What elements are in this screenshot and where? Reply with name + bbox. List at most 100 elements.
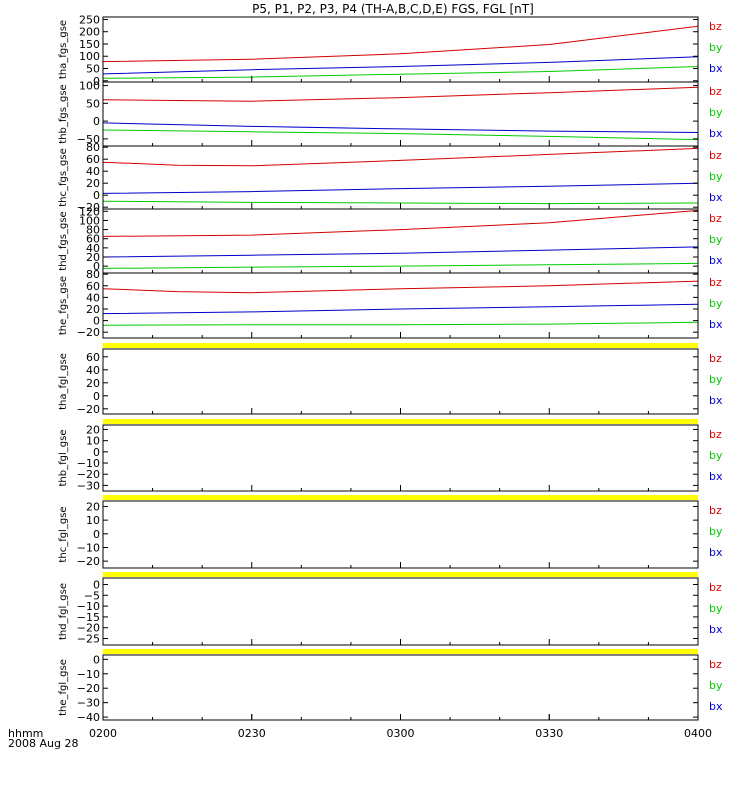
x-tick-label: 0230 [238, 727, 266, 740]
panel-frame [102, 654, 699, 721]
y-tick-label: −20 [77, 326, 100, 339]
y-tick-label: −20 [77, 682, 100, 695]
chart-title: P5, P1, P2, P3, P4 (TH-A,B,C,D,E) FGS, F… [252, 2, 534, 16]
y-tick-label: 80 [86, 141, 100, 154]
y-tick-label: 0 [93, 446, 100, 459]
x-tick-label: 0300 [387, 727, 415, 740]
y-tick-label: 20 [86, 500, 100, 513]
panel-frame [102, 424, 699, 492]
flag-bar [103, 649, 698, 654]
legend-bx: bx [709, 470, 723, 483]
y-tick-label: 120 [79, 205, 100, 218]
series-line-bz [102, 147, 699, 167]
y-tick-label: 20 [86, 303, 100, 316]
y-axis-label: thd_fgl_gse [58, 583, 69, 640]
y-tick-label: 100 [79, 214, 100, 227]
panel-frame [102, 81, 699, 147]
y-tick-label: 100 [79, 80, 100, 93]
y-tick-label: −20 [77, 555, 100, 568]
series-line-by [102, 262, 699, 269]
legend-by: by [709, 106, 723, 119]
legend-by: by [709, 449, 723, 462]
legend-bz: bz [709, 504, 722, 517]
y-tick-label: −25 [77, 633, 100, 646]
legend-bz: bz [709, 20, 722, 33]
y-tick-label: 100 [79, 50, 100, 63]
legend-bx: bx [709, 254, 723, 267]
legend-bz: bz [709, 428, 722, 441]
y-axis-label: the_fgs_gse [58, 276, 69, 335]
x-tick-label: 0200 [89, 727, 117, 740]
y-tick-label: 20 [86, 251, 100, 264]
panel-the-fgl-gse: 0 −10−20 −30−40 the_fgl_gse bz by bx [58, 649, 723, 724]
y-tick-label: 40 [86, 242, 100, 255]
y-tick-label: 0 [93, 390, 100, 403]
panel-frame [102, 500, 699, 569]
y-tick-label: 60 [86, 233, 100, 246]
y-tick-label: 40 [86, 364, 100, 377]
flag-bar [103, 419, 698, 424]
y-axis-label: thb_fgs_gse [58, 84, 69, 143]
y-tick-label: 0 [93, 115, 100, 128]
y-tick-label: 0 [93, 578, 100, 591]
flag-bar [103, 572, 698, 577]
y-tick-label: −10 [77, 541, 100, 554]
panel-frame [102, 16, 699, 83]
y-tick-label: 0 [93, 315, 100, 328]
series-line-bx [102, 182, 699, 194]
panel-thd-fgl-gse: 0−5−10−15−20−25 thd_fgl_gse bz by bx [58, 572, 723, 646]
y-axis-label: tha_fgl_gse [58, 353, 69, 410]
legend-bx: bx [709, 318, 723, 331]
y-axis-label: thc_fgl_gse [58, 506, 69, 562]
legend-bz: bz [709, 276, 722, 289]
y-tick-label: −40 [77, 711, 100, 724]
y-tick-label: −50 [77, 133, 100, 146]
legend-by: by [709, 170, 723, 183]
legend-bx: bx [709, 546, 723, 559]
legend-bx: bx [709, 127, 723, 140]
series-line-bx [102, 56, 699, 75]
panel-thb-fgs-gse: 100 50 0 −50 thb_fgs_gse bz by bx [58, 80, 723, 147]
y-tick-label: 10 [86, 514, 100, 527]
panel-frame [102, 348, 699, 415]
legend-by: by [709, 297, 723, 310]
series-line-bx [102, 122, 699, 133]
y-axis-label: thc_fgs_gse [58, 148, 69, 207]
flag-bar [103, 495, 698, 500]
panel-frame [102, 145, 699, 210]
series-line-by [102, 129, 699, 141]
series-line-bz [102, 25, 699, 63]
series-line-bx [102, 246, 699, 258]
y-tick-label: −10 [77, 668, 100, 681]
legend-bx: bx [709, 700, 723, 713]
panel-frame [102, 577, 699, 646]
y-tick-label: 20 [86, 423, 100, 436]
y-tick-label: 20 [86, 177, 100, 190]
series-line-bx [102, 303, 699, 315]
y-tick-label: 40 [86, 291, 100, 304]
series-line-bz [102, 209, 699, 237]
y-tick-label: 80 [86, 224, 100, 237]
legend-by: by [709, 679, 723, 692]
x-tick-label: 0330 [535, 727, 563, 740]
legend-bz: bz [709, 581, 722, 594]
y-tick-label: 80 [86, 268, 100, 281]
legend-by: by [709, 602, 723, 615]
y-tick-label: 40 [86, 165, 100, 178]
x-axis-label-date: 2008 Aug 28 [8, 737, 78, 750]
y-tick-label: −20 [77, 403, 100, 416]
legend-bz: bz [709, 149, 722, 162]
legend-bx: bx [709, 394, 723, 407]
legend-bx: bx [709, 62, 723, 75]
y-tick-label: 0 [93, 528, 100, 541]
y-tick-label: −20 [77, 201, 100, 214]
legend-bz: bz [709, 658, 722, 671]
y-tick-label: −10 [77, 600, 100, 613]
y-axis-label: the_fgl_gse [58, 659, 69, 716]
